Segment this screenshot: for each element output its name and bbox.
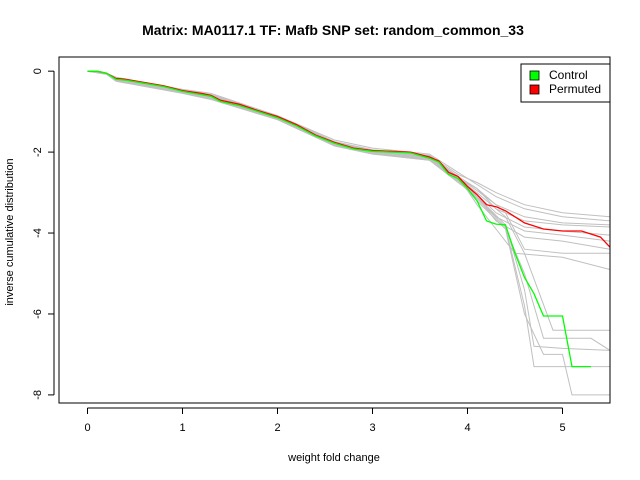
y-tick-label: -6: [32, 309, 44, 319]
legend-box: [520, 63, 611, 103]
legend-swatch-control: [529, 70, 540, 81]
legend-label-control: Control: [549, 68, 588, 82]
legend-swatch-permuted: [529, 84, 540, 95]
x-tick-label: 1: [179, 422, 185, 434]
x-tick-label: 0: [84, 422, 90, 434]
background-curve-13: [87, 70, 610, 250]
x-tick-label: 2: [274, 422, 280, 434]
x-tick-label: 3: [369, 422, 375, 434]
x-tick-label: 4: [464, 422, 470, 434]
series-line-permuted: [87, 70, 610, 248]
y-tick-label: -4: [32, 228, 44, 238]
y-tick-label: -8: [32, 390, 44, 400]
x-tick-label: 5: [559, 422, 565, 434]
y-axis-label: inverse cumulative distribution: [4, 158, 16, 305]
y-axis: 0 -2 -4 -6 -8: [32, 68, 55, 400]
plot-frame: [58, 56, 611, 404]
y-tick-label: -2: [32, 147, 44, 157]
y-tick-label: 0: [32, 68, 44, 74]
x-axis-label: weight fold change: [287, 452, 380, 464]
chart-title: Matrix: MA0117.1 TF: Mafb SNP set: rando…: [142, 22, 524, 38]
series-lines-group: [87, 70, 610, 368]
legend-label-permuted: Permuted: [549, 82, 601, 96]
series-line-control: [87, 70, 591, 368]
x-axis: 0 1 2 3 4 5: [84, 407, 566, 434]
